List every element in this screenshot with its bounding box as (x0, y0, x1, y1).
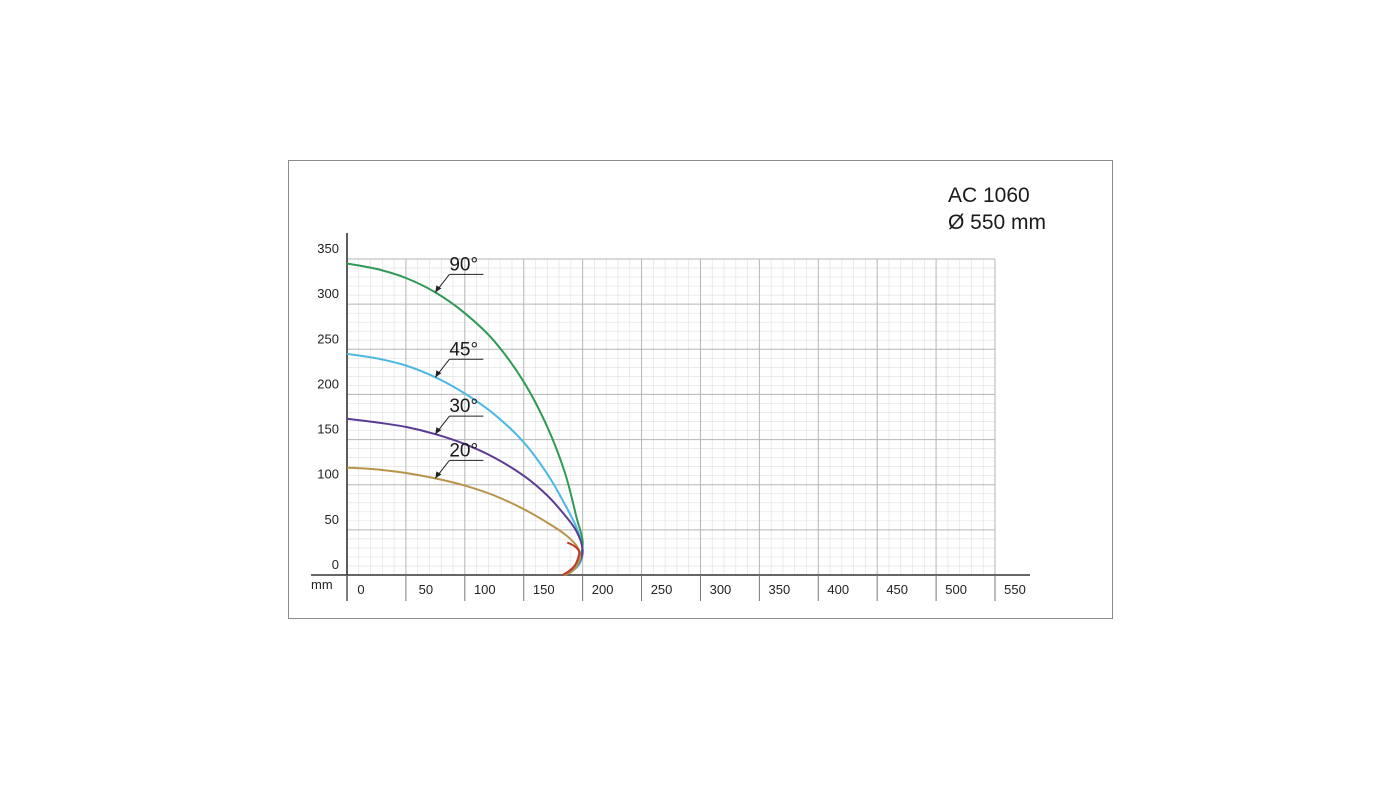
y-tick-labels: 0 50 100 150 200 250 300 350 (317, 241, 339, 572)
minor-grid (347, 259, 995, 575)
series-annotations: 90° 45° 30° 20° (434, 254, 484, 479)
diameter-label: Ø 550 mm (948, 211, 1047, 234)
model-label: AC 1060 (948, 184, 1030, 207)
major-grid (346, 258, 996, 576)
series-lines (346, 262, 584, 576)
x-tick-label: 100 (474, 582, 496, 597)
x-tick-label: 450 (886, 582, 908, 597)
x-tick-label: 0 (357, 582, 364, 597)
x-tick-label: 200 (592, 582, 614, 597)
x-tick-label: 400 (827, 582, 849, 597)
chart-header: AC 1060 Ø 550 mm (948, 182, 1046, 236)
y-tick-label: 150 (317, 422, 339, 437)
x-tick-labels: 0 50 100 150 200 250 300 350 400 450 500 550 (357, 582, 1025, 597)
x-tick-label: 350 (769, 582, 791, 597)
annotation-arrowhead (435, 471, 442, 479)
x-tick-label: 150 (533, 582, 555, 597)
unit-label: mm (311, 577, 333, 592)
x-tick-label: 50 (419, 582, 433, 597)
annotation-label: 30° (449, 396, 478, 417)
y-tick-label: 0 (332, 557, 339, 572)
y-tick-label: 350 (317, 241, 339, 256)
annotation-arrowhead (435, 285, 442, 293)
x-tick-label: 250 (651, 582, 673, 597)
y-tick-label: 100 (317, 467, 339, 482)
annotation-arrowhead (435, 370, 442, 378)
series-line-extra (562, 541, 581, 576)
series-line-20deg (346, 466, 582, 576)
y-tick-label: 50 (325, 512, 339, 527)
x-tick-label: 500 (945, 582, 967, 597)
annotation-label: 45° (449, 339, 478, 360)
axes (311, 233, 1030, 601)
series-line-45deg (346, 352, 584, 576)
annotation-label: 90° (449, 254, 478, 275)
y-tick-label: 300 (317, 286, 339, 301)
y-tick-label: 200 (317, 376, 339, 391)
y-tick-label: 250 (317, 331, 339, 346)
x-tick-label: 550 (1004, 582, 1026, 597)
annotation-arrowhead (435, 427, 442, 435)
annotation-label: 20° (449, 440, 478, 461)
x-tick-label: 300 (710, 582, 732, 597)
